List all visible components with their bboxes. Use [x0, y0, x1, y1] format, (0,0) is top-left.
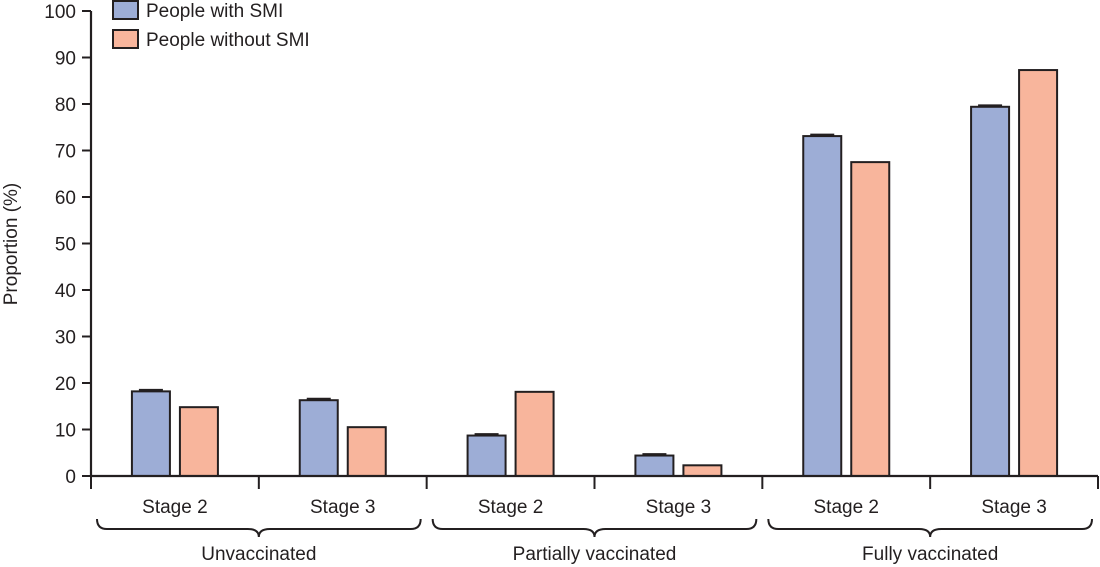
y-tick-label: 20	[55, 374, 76, 395]
group-label: Unvaccinated	[201, 544, 316, 565]
y-tick-label: 0	[65, 467, 76, 488]
x-tick-label: Stage 2	[478, 497, 544, 518]
y-tick-label: 10	[55, 421, 76, 442]
legend-swatch	[112, 0, 139, 20]
bar	[682, 464, 723, 477]
x-tick-label: Stage 3	[981, 497, 1047, 518]
bars	[130, 69, 1059, 478]
bar	[1018, 69, 1059, 478]
y-axis: 0 10 20 30 40 50 60 70 80 90 100	[44, 2, 93, 488]
x-axis: Stage 2 Stage 3 Stage 2 Stage 3 Stage 2 Stage…	[90, 474, 1099, 565]
x-tick-label: Stage 3	[310, 497, 376, 518]
bar	[466, 434, 507, 478]
bar	[130, 390, 171, 477]
bar	[634, 454, 675, 478]
bar	[802, 135, 843, 478]
legend-label: People with SMI	[146, 1, 283, 22]
y-tick-label: 100	[44, 2, 76, 23]
legend: People with SMI People without SMI	[112, 0, 310, 51]
x-tick-label: Stage 3	[646, 497, 712, 518]
group-brace	[431, 518, 758, 538]
legend-label: People without SMI	[146, 30, 310, 51]
y-tick-label: 80	[55, 95, 76, 116]
bar	[970, 105, 1011, 477]
bar	[850, 161, 891, 477]
group-brace	[96, 518, 422, 538]
x-tick-label: Stage 2	[142, 497, 208, 518]
group-label: Fully vaccinated	[862, 544, 998, 565]
bar	[346, 426, 387, 477]
y-tick-label: 50	[55, 235, 76, 256]
y-tick-label: 40	[55, 281, 76, 302]
y-tick-label: 70	[55, 142, 76, 163]
group-label: Partially vaccinated	[513, 544, 677, 565]
bar	[514, 390, 555, 477]
y-tick-label: 30	[55, 328, 76, 349]
y-tick-label: 60	[55, 188, 76, 209]
legend-swatch	[112, 29, 139, 49]
group-brace	[767, 518, 1093, 538]
bar	[298, 399, 339, 477]
y-axis-title: Proportion (%)	[1, 183, 22, 306]
bar	[178, 406, 219, 477]
x-tick-label: Stage 2	[814, 497, 880, 518]
y-tick-label: 90	[55, 49, 76, 70]
